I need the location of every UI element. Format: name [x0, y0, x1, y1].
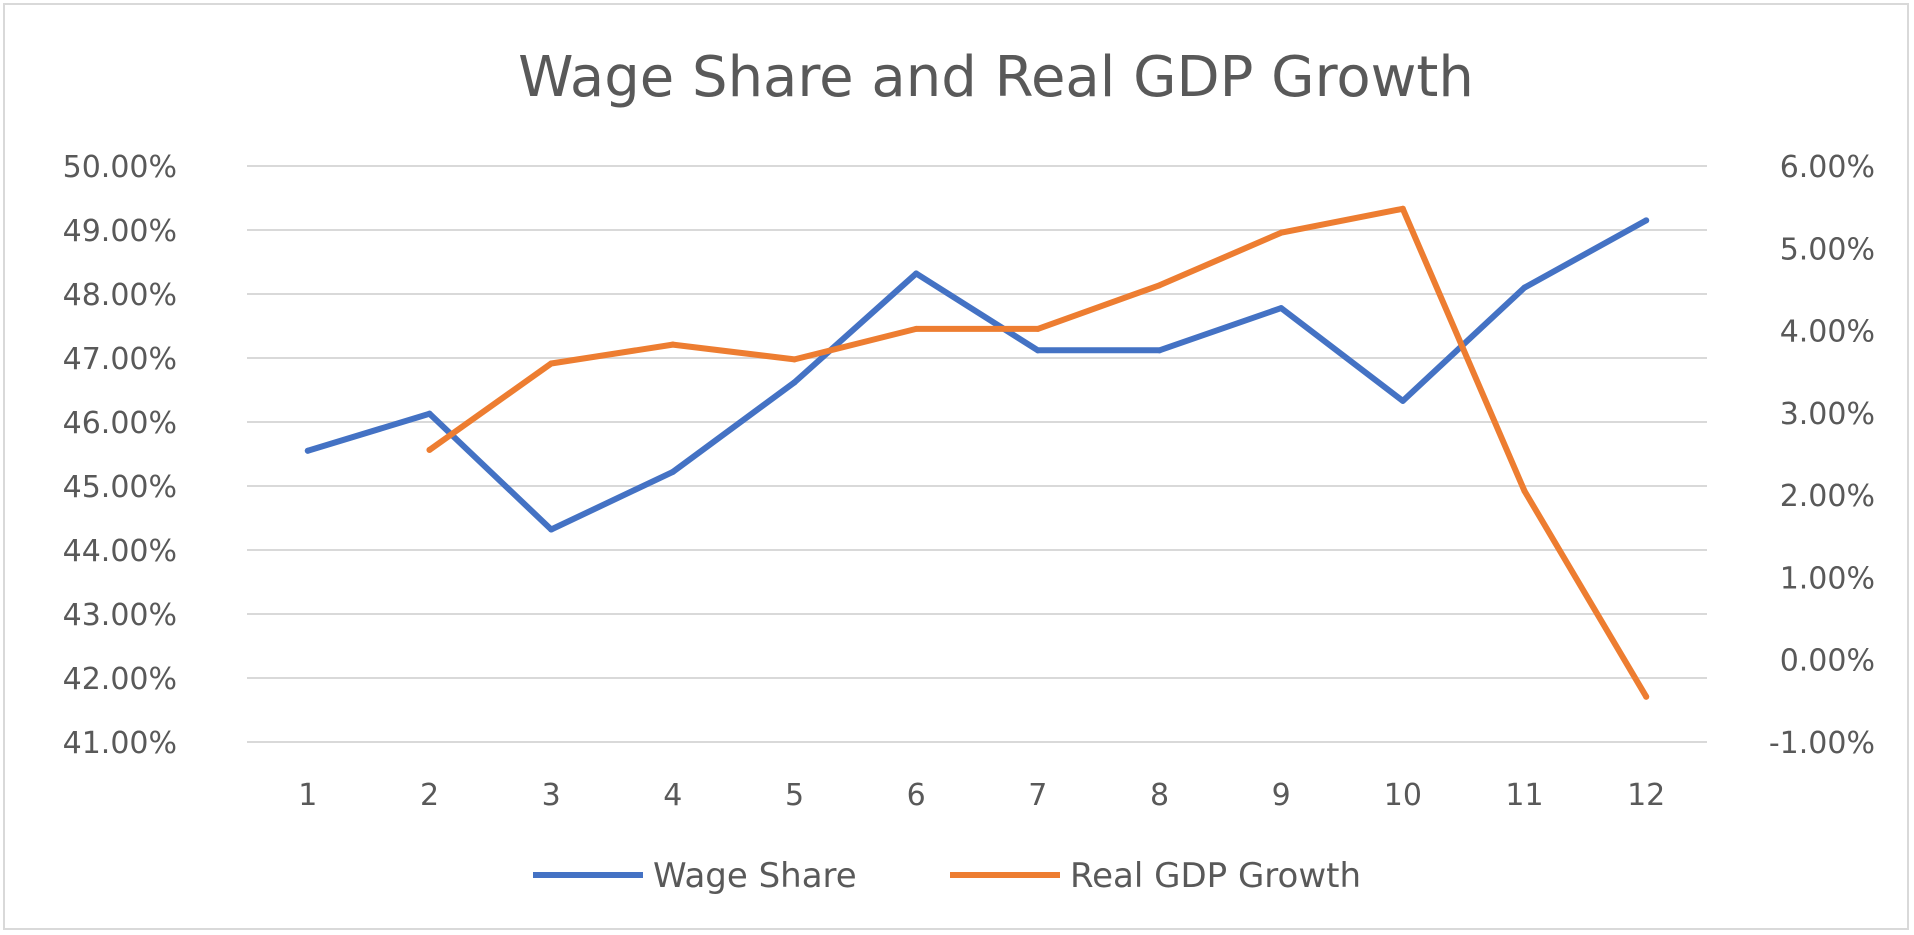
legend-label-wage-share: Wage Share	[653, 856, 857, 896]
x-tick-label: 10	[1384, 778, 1422, 813]
right-tick-label: 6.00%	[1780, 150, 1875, 185]
legend: Wage Share Real GDP Growth	[533, 856, 1361, 896]
data-point-real-gdp-growth	[791, 356, 798, 363]
right-axis-tick-labels: -1.00% 0.00% 1.00% 2.00% 3.00% 4.00% 5.00% 6.00…	[1769, 150, 1875, 761]
data-point-real-gdp-growth	[1643, 693, 1650, 700]
series-line-real-gdp-growth	[426, 205, 1650, 700]
x-tick-label: 12	[1627, 778, 1665, 813]
right-tick-label: 3.00%	[1780, 397, 1875, 432]
left-tick-label: 50.00%	[63, 150, 177, 185]
data-point-wage-share	[1521, 284, 1528, 291]
left-tick-label: 44.00%	[63, 534, 177, 569]
x-tick-label: 11	[1505, 778, 1543, 813]
line-chart: Wage Share and Real GDP Growth 41.00%42.…	[63, 45, 1875, 896]
data-point-real-gdp-growth	[1521, 488, 1528, 495]
data-point-wage-share	[1278, 305, 1285, 312]
data-point-real-gdp-growth	[1278, 229, 1285, 236]
left-tick-label: 41.00%	[63, 726, 177, 761]
left-tick-label: 42.00%	[63, 662, 177, 697]
chart-frame: Wage Share and Real GDP Growth 41.00% 42.…	[3, 3, 1909, 930]
data-point-wage-share	[1034, 347, 1041, 354]
data-point-wage-share	[548, 526, 555, 533]
data-point-real-gdp-growth	[1156, 282, 1163, 289]
x-tick-label: 4	[663, 778, 682, 813]
data-point-real-gdp-growth	[913, 325, 920, 332]
x-tick-label: 7	[1028, 778, 1047, 813]
x-tick-label: 9	[1272, 778, 1291, 813]
left-tick-label: 43.00%	[63, 598, 177, 633]
right-tick-label: 2.00%	[1780, 479, 1875, 514]
left-tick-label: 47.00%	[63, 342, 177, 377]
data-point-wage-share	[1399, 397, 1406, 404]
data-point-real-gdp-growth	[548, 360, 555, 367]
x-tick-label: 2	[420, 778, 439, 813]
x-tick-label: 5	[785, 778, 804, 813]
series-line-wage-share	[304, 217, 1650, 533]
x-axis-tick-labels: 1 2 3 4 5 6 7 8 9 10 11 12	[298, 778, 1665, 813]
data-point-real-gdp-growth	[669, 341, 676, 348]
data-point-wage-share	[1643, 217, 1650, 224]
legend-label-real-gdp-growth: Real GDP Growth	[1070, 856, 1361, 896]
right-tick-label: 0.00%	[1780, 644, 1875, 679]
data-point-wage-share	[669, 468, 676, 475]
left-tick-label: 46.00%	[63, 406, 177, 441]
left-axis-tick-labels: 41.00% 42.00% 43.00% 44.00% 45.00% 46.00% 47.0…	[63, 150, 177, 761]
chart-title: Wage Share and Real GDP Growth	[518, 45, 1474, 110]
x-tick-label: 3	[542, 778, 561, 813]
left-tick-label: 45.00%	[63, 470, 177, 505]
right-tick-label: 5.00%	[1780, 232, 1875, 267]
x-tick-label: 8	[1150, 778, 1169, 813]
x-tick-label: 1	[298, 778, 317, 813]
gridlines	[247, 165, 1707, 743]
right-tick-label: 1.00%	[1780, 561, 1875, 596]
x-tick-label: 6	[907, 778, 926, 813]
data-point-real-gdp-growth	[1399, 205, 1406, 212]
data-point-wage-share	[791, 379, 798, 386]
left-tick-label: 49.00%	[63, 214, 177, 249]
data-point-wage-share	[913, 270, 920, 277]
left-tick-label: 48.00%	[63, 278, 177, 313]
data-point-wage-share	[1156, 347, 1163, 354]
right-tick-label: -1.00%	[1769, 726, 1875, 761]
series-lines	[304, 205, 1650, 700]
right-tick-label: 4.00%	[1780, 315, 1875, 350]
data-point-wage-share	[426, 410, 433, 417]
data-point-real-gdp-growth	[426, 446, 433, 453]
data-point-real-gdp-growth	[1034, 325, 1041, 332]
data-point-wage-share	[304, 447, 311, 454]
